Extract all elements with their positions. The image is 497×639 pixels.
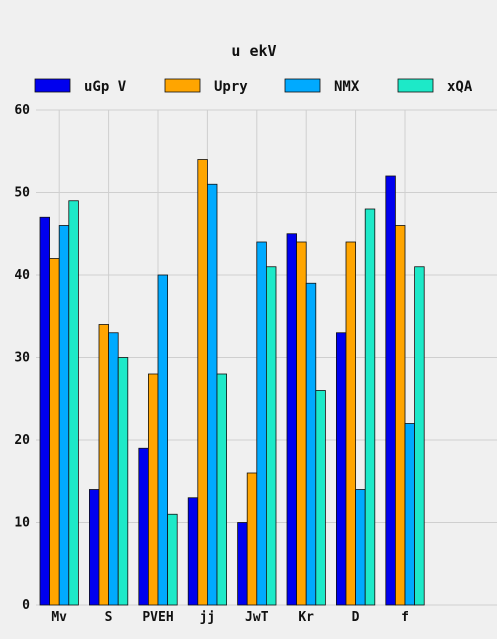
bar bbox=[345, 241, 357, 606]
bar bbox=[167, 513, 178, 606]
x-tick-label: S bbox=[105, 610, 113, 625]
bar bbox=[237, 522, 248, 606]
x-tick-label: f bbox=[401, 610, 409, 625]
y-tick-label: 0 bbox=[22, 598, 30, 613]
legend: uGp V Upry NMX xQA bbox=[34, 78, 473, 95]
x-tick-label: JwT bbox=[245, 610, 269, 625]
bar bbox=[206, 183, 218, 606]
bar bbox=[197, 159, 208, 606]
legend-label: xQA bbox=[447, 79, 473, 95]
legend-swatch bbox=[164, 78, 201, 93]
bar bbox=[108, 332, 119, 606]
y-tick-label: 10 bbox=[14, 516, 30, 531]
bar bbox=[286, 233, 298, 606]
y-tick-label: 60 bbox=[14, 103, 30, 118]
bar bbox=[117, 357, 129, 606]
bar bbox=[305, 282, 317, 606]
bar bbox=[256, 241, 267, 606]
x-tick-label: Kr bbox=[298, 610, 314, 625]
legend-label: uGp V bbox=[84, 79, 127, 95]
x-tick-label: PVEH bbox=[142, 610, 173, 625]
y-tick-label: 50 bbox=[14, 186, 30, 201]
legend-swatch bbox=[34, 78, 71, 93]
bar bbox=[385, 175, 396, 606]
legend-item: NMX bbox=[284, 78, 360, 95]
legend-item: uGp V bbox=[34, 78, 127, 95]
y-tick-label: 20 bbox=[14, 433, 30, 448]
bar bbox=[147, 373, 159, 606]
bar bbox=[49, 258, 60, 606]
bar bbox=[89, 489, 100, 606]
legend-label: Upry bbox=[214, 79, 248, 95]
legend-item: Upry bbox=[164, 78, 248, 95]
chart-title: u ekV bbox=[231, 42, 276, 60]
bar bbox=[315, 390, 326, 606]
bar bbox=[98, 324, 110, 606]
x-tick-label: Mv bbox=[51, 610, 67, 625]
bars bbox=[39, 159, 425, 606]
bar bbox=[138, 447, 149, 606]
x-tick-label: D bbox=[352, 610, 360, 625]
legend-swatch bbox=[284, 78, 321, 93]
legend-swatch bbox=[397, 78, 434, 93]
bar bbox=[355, 489, 366, 606]
x-tick-label: jj bbox=[200, 610, 216, 625]
bar bbox=[404, 423, 416, 606]
y-axis-ticks: 0 10 20 30 40 50 60 bbox=[14, 103, 30, 613]
y-tick-label: 30 bbox=[14, 351, 30, 366]
legend-item: xQA bbox=[397, 78, 473, 95]
bar bbox=[246, 472, 258, 606]
bar bbox=[68, 200, 79, 606]
legend-label: NMX bbox=[334, 79, 360, 95]
bar bbox=[414, 266, 425, 606]
bar bbox=[265, 266, 277, 606]
bar bbox=[335, 332, 347, 606]
bar bbox=[187, 497, 199, 606]
bar bbox=[296, 241, 307, 606]
bar bbox=[157, 274, 169, 606]
y-tick-label: 40 bbox=[14, 268, 30, 283]
bar bbox=[58, 225, 70, 606]
bar bbox=[394, 225, 406, 606]
bar bbox=[39, 216, 51, 606]
bar bbox=[216, 373, 228, 606]
bar bbox=[364, 208, 376, 606]
